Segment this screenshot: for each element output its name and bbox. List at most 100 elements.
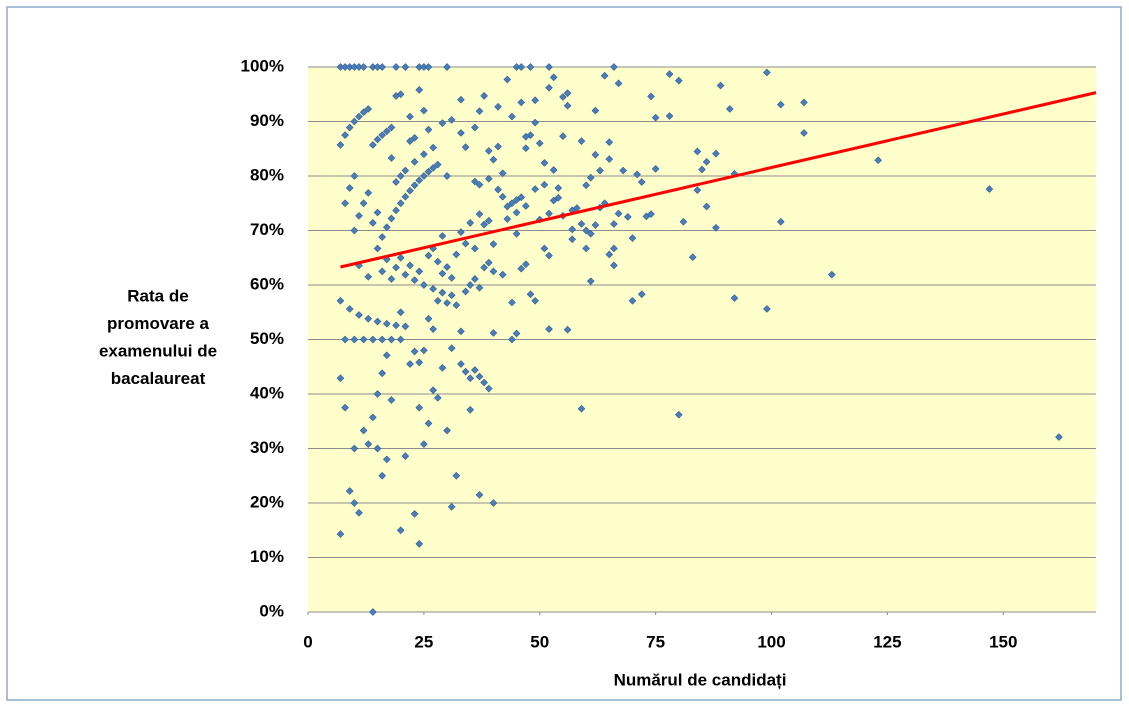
scatter-point: [517, 264, 526, 273]
scatter-point: [549, 196, 558, 205]
scatter-point: [424, 419, 433, 428]
scatter-point: [438, 269, 447, 278]
y-tick-label: 60%: [250, 274, 284, 293]
scatter-point: [517, 98, 526, 107]
scatter-point: [396, 172, 405, 180]
scatter-point: [475, 210, 484, 218]
scatter-point: [443, 172, 451, 180]
scatter-point: [545, 83, 553, 92]
scatter-point: [401, 166, 410, 175]
scatter-point: [461, 287, 470, 296]
scatter-point: [406, 360, 414, 368]
scatter-point: [364, 314, 373, 323]
scatter-point: [396, 253, 405, 262]
scatter-point: [647, 92, 655, 101]
scatter-point: [424, 125, 433, 134]
y-tick-label: 80%: [250, 165, 284, 184]
scatter-point: [586, 277, 595, 286]
scatter-point: [447, 502, 456, 511]
scatter-point: [420, 346, 428, 355]
scatter-point: [489, 267, 498, 276]
scatter-point: [392, 178, 400, 186]
scatter-point: [614, 79, 623, 88]
scatter-point: [359, 426, 368, 435]
scatter-point: [420, 150, 428, 159]
scatter-point: [466, 405, 475, 414]
scatter-point: [406, 261, 414, 270]
scatter-point: [522, 144, 530, 153]
y-axis-title: bacalaureat: [111, 369, 206, 388]
scatter-point: [341, 199, 349, 208]
scatter-point: [545, 63, 553, 71]
scatter-point: [410, 276, 419, 284]
scatter-point: [382, 351, 391, 360]
scatter-point: [480, 92, 488, 100]
scatter-point: [763, 305, 771, 313]
scatter-point: [433, 257, 442, 266]
x-tick-label: 100: [757, 632, 785, 651]
scatter-point: [633, 170, 641, 179]
scatter-point: [452, 301, 461, 309]
scatter-point: [345, 487, 354, 495]
scatter-point: [457, 129, 465, 137]
scatter-point: [582, 226, 590, 235]
scatter-point: [457, 95, 465, 104]
scatter-point: [480, 263, 488, 272]
scatter-point: [577, 404, 586, 413]
scatter-point: [526, 131, 535, 139]
scatter-point: [582, 181, 590, 190]
scatter-point: [489, 499, 498, 507]
scatter-point: [345, 184, 354, 192]
scatter-point: [480, 220, 488, 229]
scatter-point: [341, 403, 349, 412]
scatter-point: [679, 217, 688, 226]
scatter-point: [387, 275, 396, 283]
x-tick-label: 25: [414, 632, 433, 651]
scatter-point: [610, 261, 618, 270]
scatter-point: [693, 186, 702, 194]
scatter-point: [563, 325, 572, 334]
scatter-point: [665, 70, 674, 78]
scatter-point: [985, 185, 994, 193]
scatter-point: [396, 335, 405, 344]
scatter-point: [628, 296, 637, 305]
scatter-point: [373, 390, 382, 398]
scatter-point: [350, 226, 359, 235]
scatter-point: [345, 123, 354, 132]
scatter-point: [674, 76, 683, 85]
scatter-point: [424, 167, 433, 176]
scatter-point: [443, 426, 451, 435]
scatter-point: [359, 199, 368, 208]
scatter-point: [475, 283, 484, 292]
scatter-point: [415, 176, 424, 185]
scatter-point: [508, 199, 516, 208]
scatter-point: [415, 267, 424, 276]
scatter-point: [540, 244, 549, 253]
scatter-point: [466, 219, 475, 227]
scatter-point: [730, 294, 739, 302]
scatter-point: [443, 299, 451, 307]
scatter-point: [410, 510, 419, 518]
scatter-point: [420, 440, 428, 448]
scatter-point: [364, 440, 373, 448]
scatter-point: [494, 102, 502, 111]
scatter-point: [508, 335, 516, 344]
scatter-point: [424, 251, 433, 260]
x-axis-title: Numărul de candidați: [614, 670, 787, 689]
scatter-point: [420, 106, 428, 115]
scatter-point: [512, 329, 521, 338]
scatter-point: [600, 71, 609, 80]
scatter-point: [776, 217, 785, 226]
scatter-point: [1055, 433, 1063, 441]
x-tick-label: 150: [989, 632, 1017, 651]
scatter-point: [378, 335, 386, 344]
scatter-point: [382, 223, 391, 232]
scatter-point: [355, 112, 363, 121]
scatter-point: [429, 143, 437, 152]
scatter-point: [461, 239, 470, 248]
scatter-point: [355, 508, 363, 517]
scatter-point: [345, 305, 354, 313]
scatter-point: [494, 185, 502, 194]
scatter-point: [415, 86, 424, 94]
